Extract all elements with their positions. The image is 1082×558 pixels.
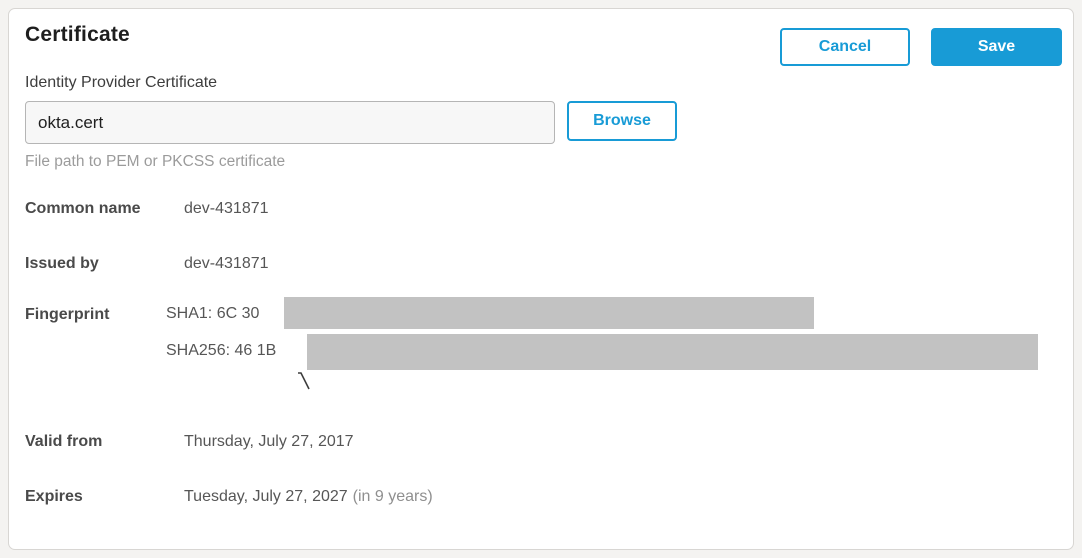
cancel-button[interactable]: Cancel	[780, 28, 910, 66]
certificate-field-help: File path to PEM or PKCSS certificate	[25, 153, 286, 170]
certificate-path-input[interactable]	[25, 101, 555, 144]
page-title: Certificate	[25, 23, 130, 46]
expires-label: Expires	[25, 488, 83, 505]
expires-relative: (in 9 years)	[352, 488, 433, 505]
certificate-panel: Certificate Cancel Save Identity Provide…	[8, 8, 1074, 550]
expires-value: Tuesday, July 27, 2027 (in 9 years)	[184, 488, 433, 506]
mouse-cursor	[297, 372, 311, 397]
fingerprint-sha256-value: SHA256: 46 1B	[166, 342, 277, 359]
expires-date: Tuesday, July 27, 2027	[184, 488, 348, 505]
save-button[interactable]: Save	[931, 28, 1062, 66]
valid-from-label: Valid from	[25, 433, 103, 450]
common-name-label: Common name	[25, 200, 141, 217]
issued-by-label: Issued by	[25, 255, 99, 272]
issued-by-value: dev-431871	[184, 255, 269, 272]
fingerprint-sha1-value: SHA1: 6C 30	[166, 305, 260, 322]
sha1-redaction-bar	[284, 297, 814, 329]
browse-button[interactable]: Browse	[567, 101, 677, 141]
fingerprint-label: Fingerprint	[25, 306, 110, 323]
common-name-value: dev-431871	[184, 200, 269, 217]
sha256-redaction-bar	[307, 334, 1038, 370]
certificate-field-label: Identity Provider Certificate	[25, 74, 218, 91]
valid-from-value: Thursday, July 27, 2017	[184, 433, 354, 450]
